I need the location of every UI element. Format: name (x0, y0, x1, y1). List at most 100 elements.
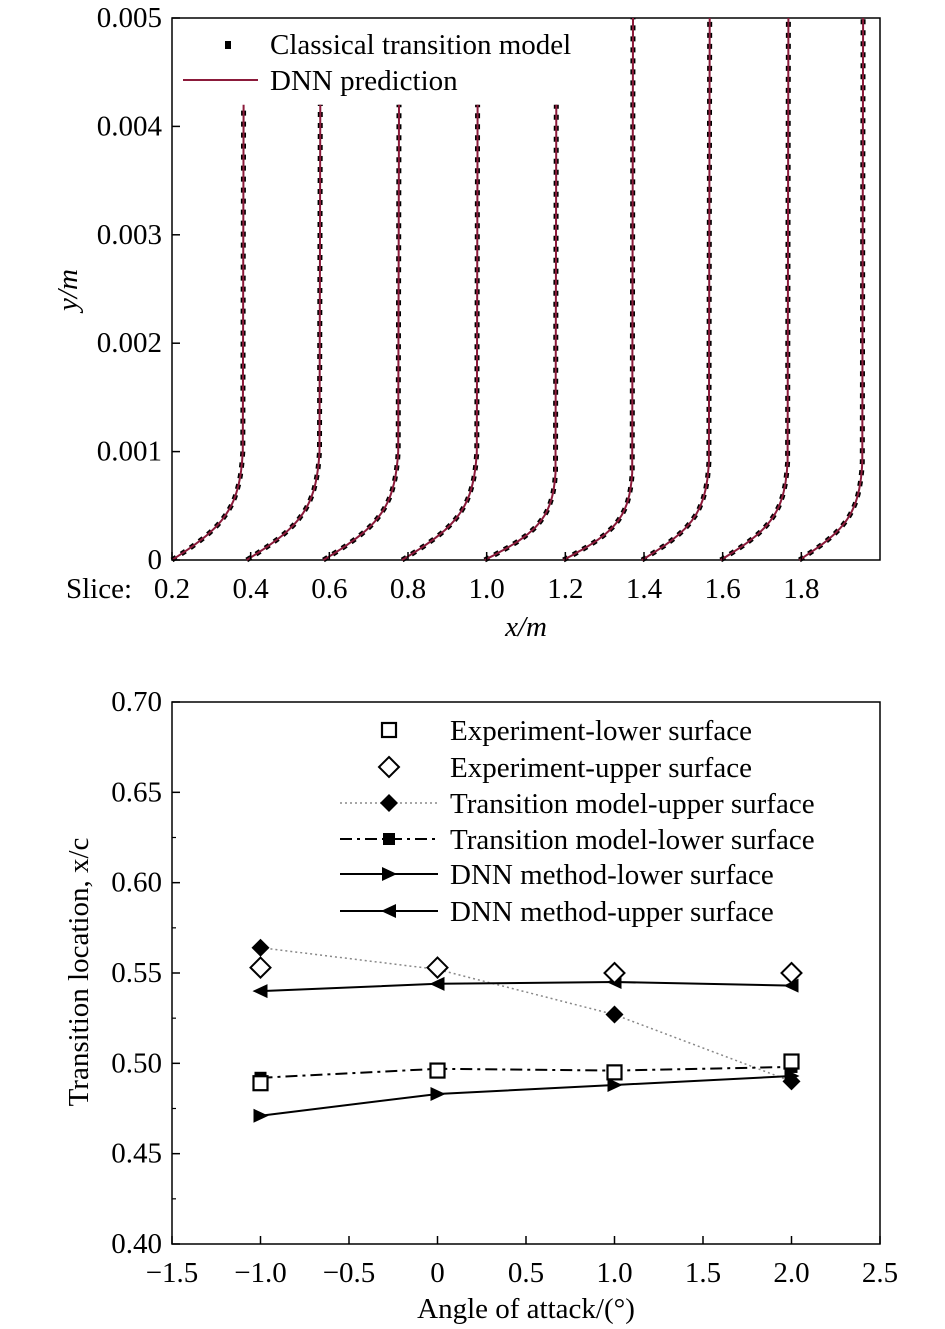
bottom-y-tick-label: 0.45 (111, 1138, 162, 1170)
dnn-prediction-profile (484, 104, 558, 561)
dnn-prediction-profile (562, 17, 634, 561)
experiment-lower-surface-point (606, 1064, 623, 1081)
top-profile-curves (170, 17, 866, 563)
experiment-upper-surface-point (426, 956, 449, 979)
legend-label-experiment-upper-surface: Experiment-upper surface (450, 752, 752, 784)
top-x-tick-label: 0.6 (311, 573, 347, 605)
dnn-method-lower-surface-point (253, 1108, 269, 1123)
legend-label-dnn-method-lower-surface: DNN method-lower surface (450, 859, 774, 891)
top-x-tick-label: 1.6 (705, 573, 741, 605)
bottom-y-axis: 0.40 0.45 0.50 0.55 0.60 0.65 0.70 (111, 686, 180, 1260)
dnn-prediction-profile (798, 17, 865, 561)
bottom-y-tick-label: 0.55 (111, 957, 162, 989)
top-y-tick-label: 0.002 (97, 327, 162, 359)
bottom-x-axis-label: Angle of attack/(°) (417, 1293, 635, 1325)
dnn-method-upper-surface-line (260, 980, 792, 993)
dnn-method-lower-surface-point (430, 1087, 446, 1102)
legend-label-classical: Classical transition model (270, 29, 571, 61)
experiment-lower-surface-point (783, 1053, 800, 1070)
classical-model-profile (562, 17, 636, 563)
bottom-x-tick-label: −1.5 (146, 1257, 199, 1289)
classical-model-profile (719, 17, 791, 563)
dnn-method-lower-surface-point (784, 1068, 800, 1083)
transition-model-lower-surface-line (260, 1065, 792, 1079)
experiment-lower-surface-point (429, 1062, 446, 1079)
legend-marker-experiment-lower-surface (380, 721, 398, 739)
bottom-x-tick-label: 1.0 (596, 1257, 632, 1289)
classical-model-profile (322, 104, 402, 563)
transition-model-upper-surface-point (605, 1005, 624, 1024)
top-x-axis-label: x/m (504, 611, 547, 643)
top-x-tick-label: 1.4 (626, 573, 663, 605)
bottom-y-tick-label: 0.40 (111, 1228, 162, 1260)
transition-model-upper-surface-point (251, 938, 270, 957)
top-y-tick-label: 0 (148, 544, 163, 576)
top-x-tick-label: 0.4 (233, 573, 270, 605)
legend-label-experiment-lower-surface: Experiment-lower surface (450, 715, 752, 747)
transition-model-upper-surface-line (260, 946, 792, 1083)
transition-location-chart: 0.400.450.500.550.600.650.70 −1.5 −1.0 −0.… (63, 686, 898, 1325)
bottom-x-tick-label: 2.0 (773, 1257, 809, 1289)
bottom-x-axis: −1.5 −1.0 −0.5 0 0.5 1.0 1.5 2.0 2.5 (146, 1236, 898, 1289)
dnn-prediction-profile (322, 104, 400, 561)
dnn-method-upper-surface-point (252, 984, 268, 999)
experiment-upper-surface-point (603, 961, 626, 985)
legend-marker-experiment-upper-surface (377, 755, 401, 779)
top-x-tick-label: 1.0 (469, 573, 505, 605)
legend-label-dnn: DNN prediction (270, 65, 458, 97)
bottom-x-tick-label: 2.5 (862, 1257, 898, 1289)
top-plot-frame (171, 17, 881, 561)
dnn-method-upper-surface-point (783, 978, 799, 993)
legend-marker-dnn-method-lower-surface (382, 867, 397, 881)
legend-marker-classical (225, 41, 231, 49)
experiment-lower-surface-point (252, 1075, 269, 1092)
bottom-y-tick-label: 0.65 (111, 776, 162, 808)
top-y-tick-label: 0.001 (97, 436, 162, 468)
top-x-tick-label: 1.2 (547, 573, 583, 605)
top-x-axis: 0.2 0.4 0.6 0.8 1.0 1.2 1.4 1.6 1.8 (154, 552, 819, 605)
experiment-upper-surface-point (249, 956, 272, 979)
bottom-x-tick-label: −1.0 (234, 1257, 287, 1289)
dnn-prediction-profile (720, 17, 790, 561)
legend-label-dnn-method-upper-surface: DNN method-upper surface (450, 896, 774, 928)
bottom-y-tick-label: 0.60 (111, 867, 162, 899)
top-x-tick-label: 0.8 (390, 573, 426, 605)
top-y-axis: 0 0.001 0.002 0.003 0.004 0.005 (97, 2, 180, 576)
legend-label-transition-model-upper-surface: Transition model-upper surface (450, 788, 815, 820)
classical-model-profile (798, 17, 866, 563)
bottom-y-tick-label: 0.50 (111, 1047, 162, 1079)
legend-label-transition-model-lower-surface: Transition model-lower surface (450, 824, 815, 856)
top-x-tick-label: 1.8 (783, 573, 819, 605)
dnn-prediction-profile (246, 104, 322, 561)
top-y-tick-label: 0.003 (97, 219, 162, 251)
bottom-y-axis-label: Transition location, x/c (63, 838, 95, 1107)
classical-model-profile (640, 17, 713, 563)
classical-model-profile (400, 104, 481, 563)
bottom-x-tick-label: −0.5 (323, 1257, 376, 1289)
bottom-x-tick-label: 1.5 (685, 1257, 721, 1289)
dnn-prediction-profile (641, 17, 711, 561)
bottom-x-tick-label: 0.5 (508, 1257, 544, 1289)
bottom-x-tick-label: 0 (430, 1257, 445, 1289)
top-y-tick-label: 0.005 (97, 2, 162, 34)
bottom-legend: Experiment-lower surface Experiment-upper… (340, 715, 815, 928)
legend-marker-transition-model-lower-surface (383, 833, 395, 845)
bottom-y-tick-label: 0.70 (111, 686, 162, 718)
dnn-method-lower-surface-point (607, 1078, 623, 1093)
experiment-upper-surface-point (780, 961, 803, 985)
dnn-method-upper-surface-point (429, 976, 445, 991)
classical-model-profile (483, 104, 559, 563)
dnn-prediction-profile (171, 104, 245, 561)
top-y-axis-label: y/m (52, 269, 84, 314)
top-slice-prefix: Slice: (66, 573, 132, 605)
legend-marker-transition-model-upper-surface (380, 794, 398, 812)
top-x-tick-label: 0.2 (154, 573, 190, 605)
boundary-layer-profile-chart: 0 0.001 0.002 0.003 0.004 0.005 0.2 0.4 0.6 0.8 1… (52, 2, 881, 643)
dnn-method-lower-surface-line (260, 1075, 792, 1117)
classical-model-profile (245, 104, 323, 563)
classical-model-profile (170, 104, 247, 563)
top-y-tick-label: 0.004 (97, 110, 163, 142)
dnn-prediction-profile (401, 104, 479, 561)
legend-marker-dnn-method-upper-surface (381, 904, 396, 918)
